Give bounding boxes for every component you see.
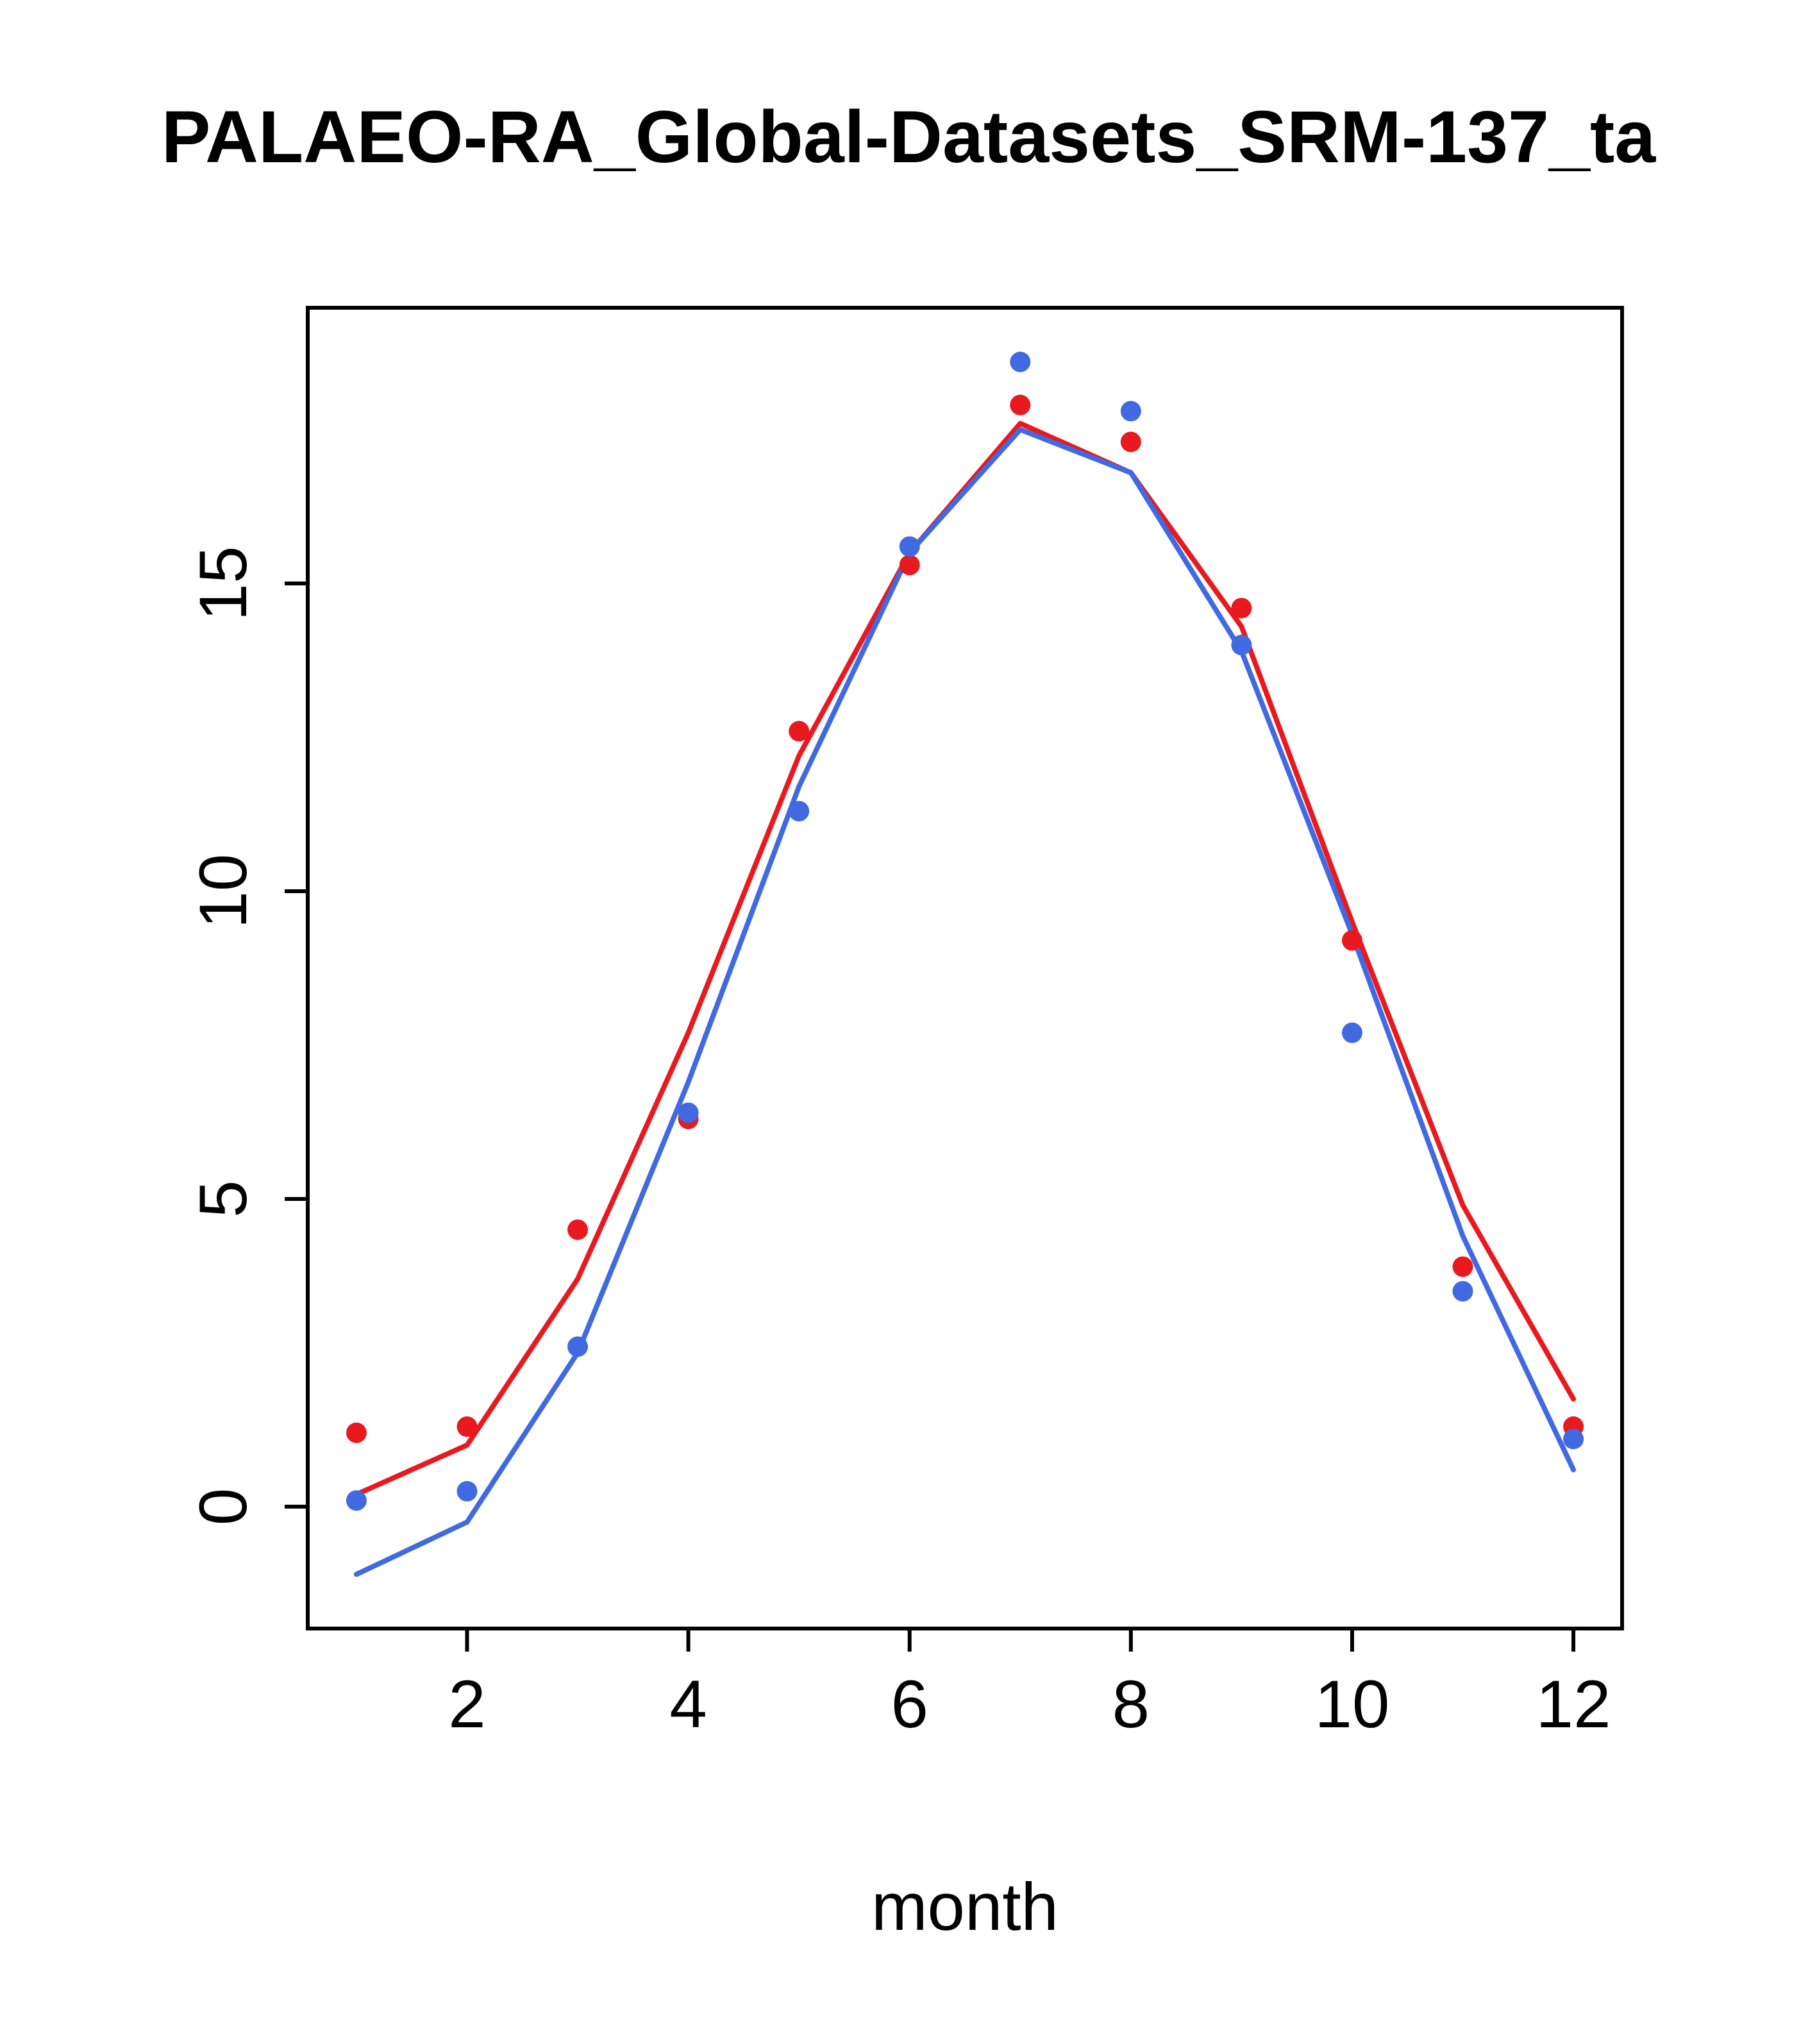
chart-title: PALAEO-RA_Global-Datasets_SRM-137_ta [161, 96, 1656, 178]
x-tick-label: 10 [1315, 1667, 1390, 1742]
data-point-blue-points [1341, 1022, 1362, 1043]
series-line-blue-line [353, 427, 1577, 1577]
data-point-blue-points [1120, 401, 1141, 422]
data-point-blue-points [1563, 1428, 1584, 1450]
data-point-red-points [789, 721, 810, 742]
data-point-red-points [1010, 394, 1031, 415]
plot-box [306, 306, 1624, 1630]
data-point-blue-points [789, 801, 810, 822]
y-tick-label: 15 [186, 546, 261, 621]
data-point-blue-points [456, 1480, 478, 1502]
y-tick-label: 10 [186, 854, 261, 929]
series-line-red-line [353, 421, 1577, 1497]
x-tick-label: 4 [669, 1667, 707, 1742]
data-point-red-points [1120, 431, 1141, 453]
data-point-blue-points [1452, 1280, 1473, 1302]
data-point-red-points [567, 1219, 589, 1240]
x-tick-label: 12 [1536, 1667, 1611, 1742]
y-tick-label: 0 [186, 1488, 261, 1525]
x-tick-label: 8 [1112, 1667, 1150, 1742]
x-axis-label: month [871, 1870, 1059, 1945]
data-point-blue-points [1231, 635, 1252, 656]
data-point-red-points [1231, 598, 1252, 619]
x-tick-label: 6 [891, 1667, 928, 1742]
data-point-blue-points [899, 536, 920, 557]
data-point-red-points [456, 1416, 478, 1437]
data-point-red-points [1341, 930, 1362, 951]
y-tick-label: 5 [186, 1180, 261, 1218]
data-point-blue-points [1010, 351, 1031, 373]
x-tick-label: 2 [448, 1667, 485, 1742]
data-point-blue-points [567, 1336, 589, 1357]
data-point-blue-points [678, 1102, 699, 1123]
data-point-red-points [899, 555, 920, 576]
data-point-red-points [1452, 1256, 1473, 1277]
data-point-blue-points [346, 1490, 367, 1511]
data-point-red-points [346, 1422, 367, 1443]
